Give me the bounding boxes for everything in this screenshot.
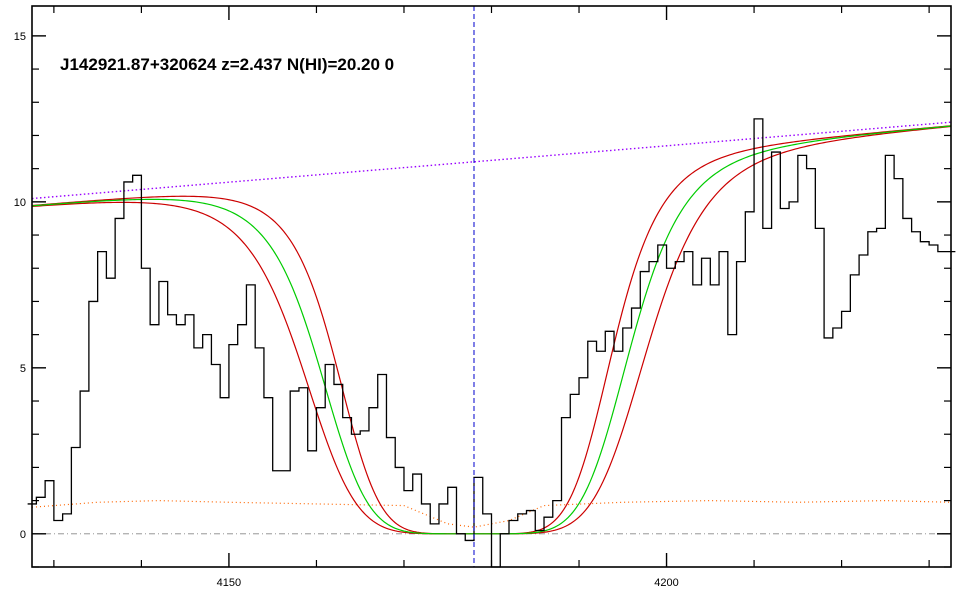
y-tick-label: 0 xyxy=(20,529,26,541)
chart-title: J142921.87+320624 z=2.437 N(HI)=20.20 0 xyxy=(60,55,394,74)
x-tick-label: 4200 xyxy=(654,577,678,589)
flux-spectrum xyxy=(27,118,956,568)
x-tick-label: 4150 xyxy=(217,577,241,589)
continuum-line xyxy=(31,121,952,200)
data-layer xyxy=(27,6,956,568)
y-tick-label: 15 xyxy=(14,31,26,43)
y-tick-label: 5 xyxy=(20,363,26,375)
axes-layer: 0 5 10 15 4150 4200 xyxy=(14,5,952,589)
y-tick-label: 10 xyxy=(14,197,26,209)
error-spectrum xyxy=(31,500,952,528)
